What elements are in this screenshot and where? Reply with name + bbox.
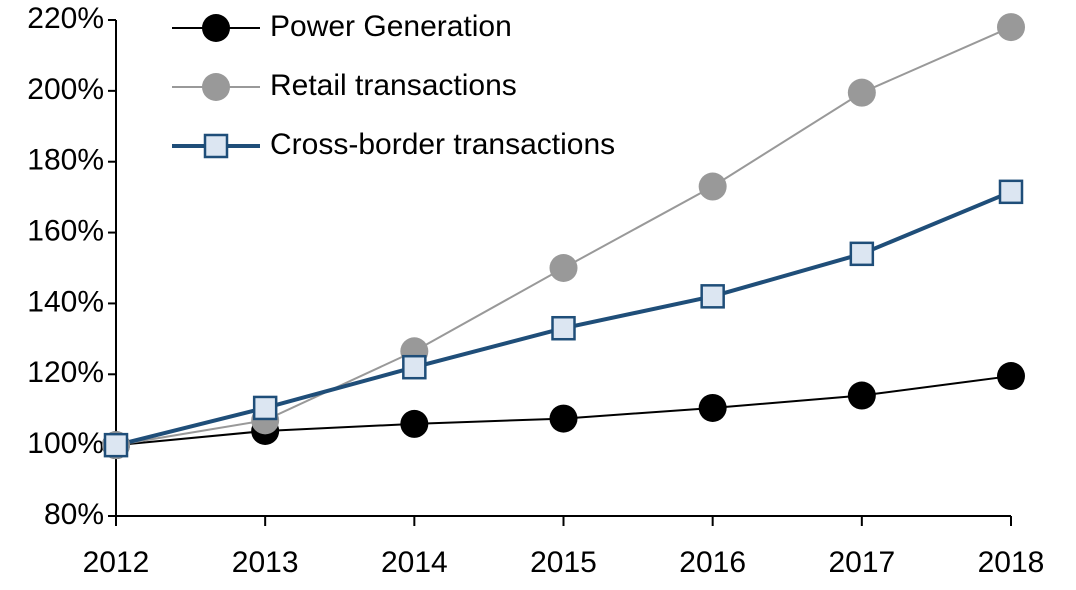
legend-marker: [202, 14, 230, 42]
data-point: [998, 179, 1024, 205]
data-point: [997, 362, 1025, 391]
series-line: [115, 26, 1012, 447]
x-tick-label: 2013: [232, 546, 299, 579]
legend-marker: [203, 133, 229, 159]
y-tick-label: 100%: [27, 427, 104, 460]
data-point: [700, 284, 725, 309]
y-tick-label: 220%: [27, 2, 104, 35]
data-point: [847, 78, 876, 107]
x-tick-label: 2018: [978, 546, 1045, 579]
legend-label: Power Generation: [270, 10, 512, 43]
x-tick-label: 2017: [828, 546, 895, 579]
data-point: [847, 381, 876, 410]
legend-label: Cross-border transactions: [270, 128, 615, 161]
y-tick-label: 120%: [27, 356, 104, 389]
data-point: [698, 172, 727, 201]
data-point: [549, 254, 578, 282]
data-point: [402, 354, 427, 380]
x-tick-label: 2012: [83, 546, 150, 579]
data-point: [698, 393, 727, 422]
y-tick-label: 180%: [27, 144, 104, 177]
y-tick-label: 80%: [44, 498, 104, 531]
legend-label: Retail transactions: [270, 69, 517, 102]
legend-marker: [202, 73, 230, 101]
data-point: [252, 395, 278, 421]
data-point: [849, 241, 875, 267]
data-point: [549, 404, 578, 433]
data-point: [997, 13, 1025, 42]
x-tick-label: 2014: [381, 546, 448, 579]
data-point: [400, 409, 429, 438]
y-tick-label: 160%: [27, 214, 104, 247]
data-point: [103, 432, 129, 458]
x-tick-label: 2016: [679, 546, 746, 579]
data-point: [551, 315, 576, 341]
y-tick-label: 200%: [27, 73, 104, 106]
y-tick-label: 140%: [27, 285, 104, 318]
x-tick-label: 2015: [530, 546, 597, 579]
